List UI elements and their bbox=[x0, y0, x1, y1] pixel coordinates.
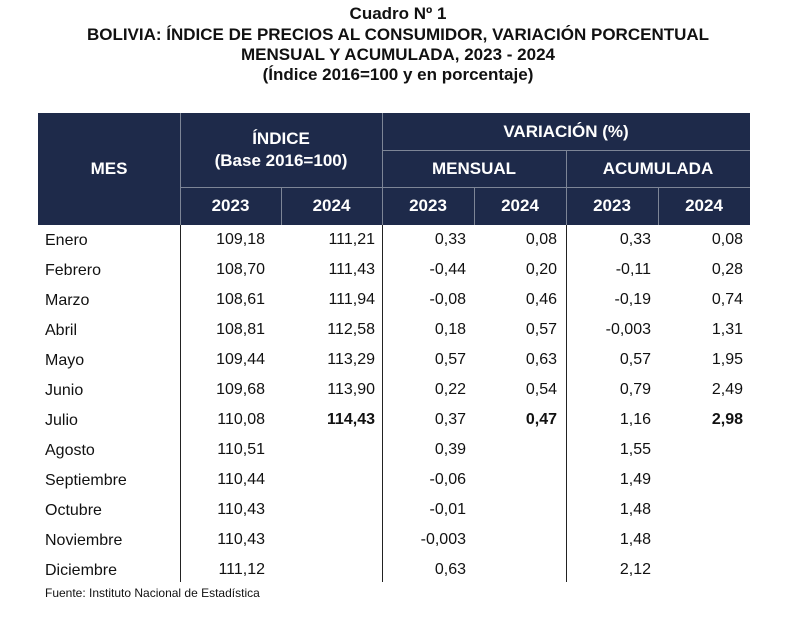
value-cell-i2024: 113,29 bbox=[327, 351, 375, 368]
header-variacion: VARIACIÓN (%) bbox=[382, 113, 750, 150]
source-note: Fuente: Instituto Nacional de Estadístic… bbox=[45, 586, 260, 600]
value-cell-i2024: 112,58 bbox=[327, 321, 375, 338]
value-cell-a2024: 2,98 bbox=[711, 411, 743, 428]
value-cell-m2023: -0,01 bbox=[429, 501, 466, 518]
value-cell-a2023: 1,49 bbox=[619, 471, 651, 488]
value-cell-a2023: -0,003 bbox=[605, 321, 651, 338]
value-cell-i2023: 109,68 bbox=[216, 381, 265, 398]
value-cell-i2023: 111,12 bbox=[218, 561, 265, 578]
value-cell-i2023: 109,18 bbox=[216, 231, 265, 248]
value-cell-a2024: 0,74 bbox=[711, 291, 743, 308]
month-label: Febrero bbox=[45, 262, 102, 279]
value-cell-a2023: 2,12 bbox=[619, 561, 651, 578]
table-number: Cuadro Nº 1 bbox=[349, 4, 447, 23]
header-indice: ÍNDICE (Base 2016=100) bbox=[180, 113, 382, 187]
value-cell-m2024: 0,46 bbox=[525, 291, 557, 308]
header-divider bbox=[180, 187, 750, 188]
value-cell-i2023: 109,44 bbox=[216, 351, 265, 368]
month-label: Junio bbox=[45, 382, 84, 399]
value-cell-a2023: -0,19 bbox=[614, 291, 651, 308]
value-cell-a2024: 2,49 bbox=[711, 381, 743, 398]
value-cell-a2023: 1,16 bbox=[619, 411, 651, 428]
value-cell-i2023: 108,70 bbox=[216, 261, 265, 278]
value-cell-m2023: 0,63 bbox=[434, 561, 466, 578]
header-acumulada: ACUMULADA bbox=[566, 150, 750, 187]
month-label: Enero bbox=[45, 232, 88, 249]
value-cell-a2023: 0,33 bbox=[619, 231, 651, 248]
value-cell-m2024: 0,20 bbox=[525, 261, 557, 278]
value-cell-m2023: 0,33 bbox=[434, 231, 466, 248]
value-cell-a2024: 1,31 bbox=[711, 321, 743, 338]
value-cell-m2023: -0,08 bbox=[429, 291, 466, 308]
value-cell-a2024: 0,28 bbox=[711, 261, 743, 278]
value-cell-i2023: 110,43 bbox=[217, 501, 265, 518]
month-label: Marzo bbox=[45, 292, 90, 309]
header-year-acumulada-2024: 2024 bbox=[658, 187, 750, 225]
table-title-continued: MENSUAL Y ACUMULADA, 2023 - 2024 bbox=[241, 45, 555, 64]
value-cell-a2024: 0,08 bbox=[711, 231, 743, 248]
value-cell-i2024: 114,43 bbox=[326, 411, 375, 428]
header-indice-label: ÍNDICE bbox=[252, 129, 310, 148]
month-label: Abril bbox=[45, 322, 78, 339]
value-cell-i2023: 110,08 bbox=[217, 411, 265, 428]
value-cell-m2023: 0,57 bbox=[434, 351, 466, 368]
value-cell-a2023: 1,48 bbox=[619, 531, 651, 548]
value-cell-i2024: 111,21 bbox=[328, 231, 375, 248]
month-label: Agosto bbox=[45, 442, 95, 459]
header-year-indice-2023: 2023 bbox=[180, 187, 281, 225]
month-label: Noviembre bbox=[45, 532, 123, 549]
value-cell-m2024: 0,47 bbox=[525, 411, 557, 428]
value-cell-m2024: 0,08 bbox=[525, 231, 557, 248]
header-indice-base: (Base 2016=100) bbox=[214, 151, 348, 170]
column-divider bbox=[382, 225, 383, 582]
value-cell-a2024: 1,95 bbox=[711, 351, 743, 368]
value-cell-m2023: 0,18 bbox=[434, 321, 466, 338]
header-mensual: MENSUAL bbox=[382, 150, 566, 187]
value-cell-i2024: 111,43 bbox=[328, 261, 375, 278]
header-divider bbox=[281, 187, 282, 225]
value-cell-a2023: 1,55 bbox=[619, 441, 651, 458]
value-cell-i2024: 113,90 bbox=[327, 381, 375, 398]
value-cell-i2024: 111,94 bbox=[328, 291, 375, 308]
month-label: Septiembre bbox=[45, 472, 127, 489]
column-divider bbox=[180, 225, 181, 582]
value-cell-i2023: 110,44 bbox=[217, 471, 265, 488]
value-cell-m2023: -0,06 bbox=[429, 471, 466, 488]
value-cell-m2023: 0,37 bbox=[434, 411, 466, 428]
header-divider bbox=[474, 187, 475, 225]
value-cell-m2023: -0,44 bbox=[429, 261, 466, 278]
header-year-mensual-2023: 2023 bbox=[382, 187, 474, 225]
value-cell-a2023: 1,48 bbox=[619, 501, 651, 518]
header-year-mensual-2024: 2024 bbox=[474, 187, 566, 225]
header-divider bbox=[382, 150, 750, 151]
month-label: Diciembre bbox=[45, 562, 118, 579]
header-divider bbox=[180, 113, 181, 225]
table-subtitle: (Índice 2016=100 y en porcentaje) bbox=[262, 65, 534, 84]
header-divider bbox=[658, 187, 659, 225]
value-cell-m2024: 0,57 bbox=[525, 321, 557, 338]
value-cell-m2023: 0,22 bbox=[434, 381, 466, 398]
value-cell-i2023: 110,51 bbox=[217, 441, 265, 458]
value-cell-i2023: 110,43 bbox=[217, 531, 265, 548]
month-label: Julio bbox=[45, 412, 78, 429]
month-label: Mayo bbox=[45, 352, 85, 369]
value-cell-m2024: 0,54 bbox=[525, 381, 557, 398]
value-cell-a2023: 0,79 bbox=[619, 381, 651, 398]
month-label: Octubre bbox=[45, 502, 102, 519]
value-cell-a2023: -0,11 bbox=[615, 261, 651, 278]
value-cell-m2023: 0,39 bbox=[434, 441, 466, 458]
header-mes: MES bbox=[38, 113, 180, 225]
value-cell-i2023: 108,81 bbox=[216, 321, 265, 338]
header-divider bbox=[382, 113, 383, 225]
table-title: BOLIVIA: ÍNDICE DE PRECIOS AL CONSUMIDOR… bbox=[86, 25, 710, 44]
value-cell-i2023: 108,61 bbox=[216, 291, 265, 308]
value-cell-a2023: 0,57 bbox=[619, 351, 651, 368]
column-divider bbox=[566, 225, 567, 582]
header-year-indice-2024: 2024 bbox=[281, 187, 382, 225]
value-cell-m2023: -0,003 bbox=[420, 531, 466, 548]
value-cell-m2024: 0,63 bbox=[525, 351, 557, 368]
header-year-acumulada-2023: 2023 bbox=[566, 187, 658, 225]
